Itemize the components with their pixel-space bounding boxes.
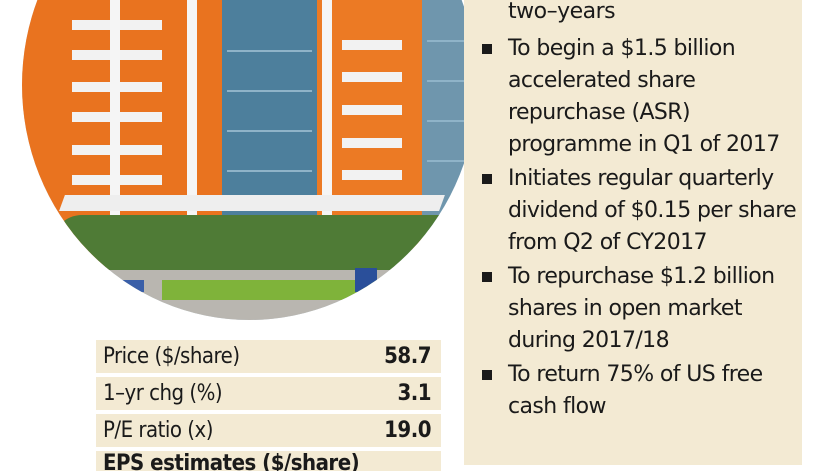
stat-label: P/E ratio (x)	[103, 418, 213, 443]
stat-row-pe-ratio: P/E ratio (x) 19.0	[96, 414, 441, 447]
list-item: To return 75% of US free cash flow	[476, 359, 798, 423]
bullet-text: To return 75% of US free cash flow	[508, 362, 763, 419]
bullet-text: To begin a $1.5 billion accelerated shar…	[508, 36, 780, 157]
list-item: To repurchase $1.2 billion shares in ope…	[476, 261, 798, 357]
stat-label: Price ($/share)	[103, 344, 240, 369]
stat-value: 19.0	[384, 418, 431, 443]
bullet-text: To repurchase $1.2 billion shares in ope…	[508, 264, 775, 353]
square-bullet-icon	[482, 272, 492, 282]
stat-label: EPS estimates ($/share)	[103, 451, 360, 471]
square-bullet-icon	[482, 174, 492, 184]
square-bullet-icon	[482, 44, 492, 54]
square-bullet-icon	[482, 370, 492, 380]
stat-row-1yr-change: 1–yr chg (%) 3.1	[96, 377, 441, 410]
bullet-continuation: two–years	[508, 0, 616, 24]
highlights-list: To begin a $1.5 billion accelerated shar…	[476, 33, 798, 425]
stat-value: 3.1	[397, 381, 431, 406]
bullet-text: Initiates regular quarterly dividend of …	[508, 166, 797, 255]
stock-stats-table: Price ($/share) 58.7 1–yr chg (%) 3.1 P/…	[96, 340, 441, 475]
stat-row-eps-estimates: EPS estimates ($/share)	[96, 451, 441, 471]
office-building-photo	[22, 0, 477, 320]
list-item: Initiates regular quarterly dividend of …	[476, 163, 798, 259]
stat-row-price: Price ($/share) 58.7	[96, 340, 441, 373]
stat-label: 1–yr chg (%)	[103, 381, 223, 406]
list-item: To begin a $1.5 billion accelerated shar…	[476, 33, 798, 161]
stat-value: 58.7	[384, 344, 431, 369]
highlights-panel: two–years To begin a $1.5 billion accele…	[464, 0, 802, 465]
